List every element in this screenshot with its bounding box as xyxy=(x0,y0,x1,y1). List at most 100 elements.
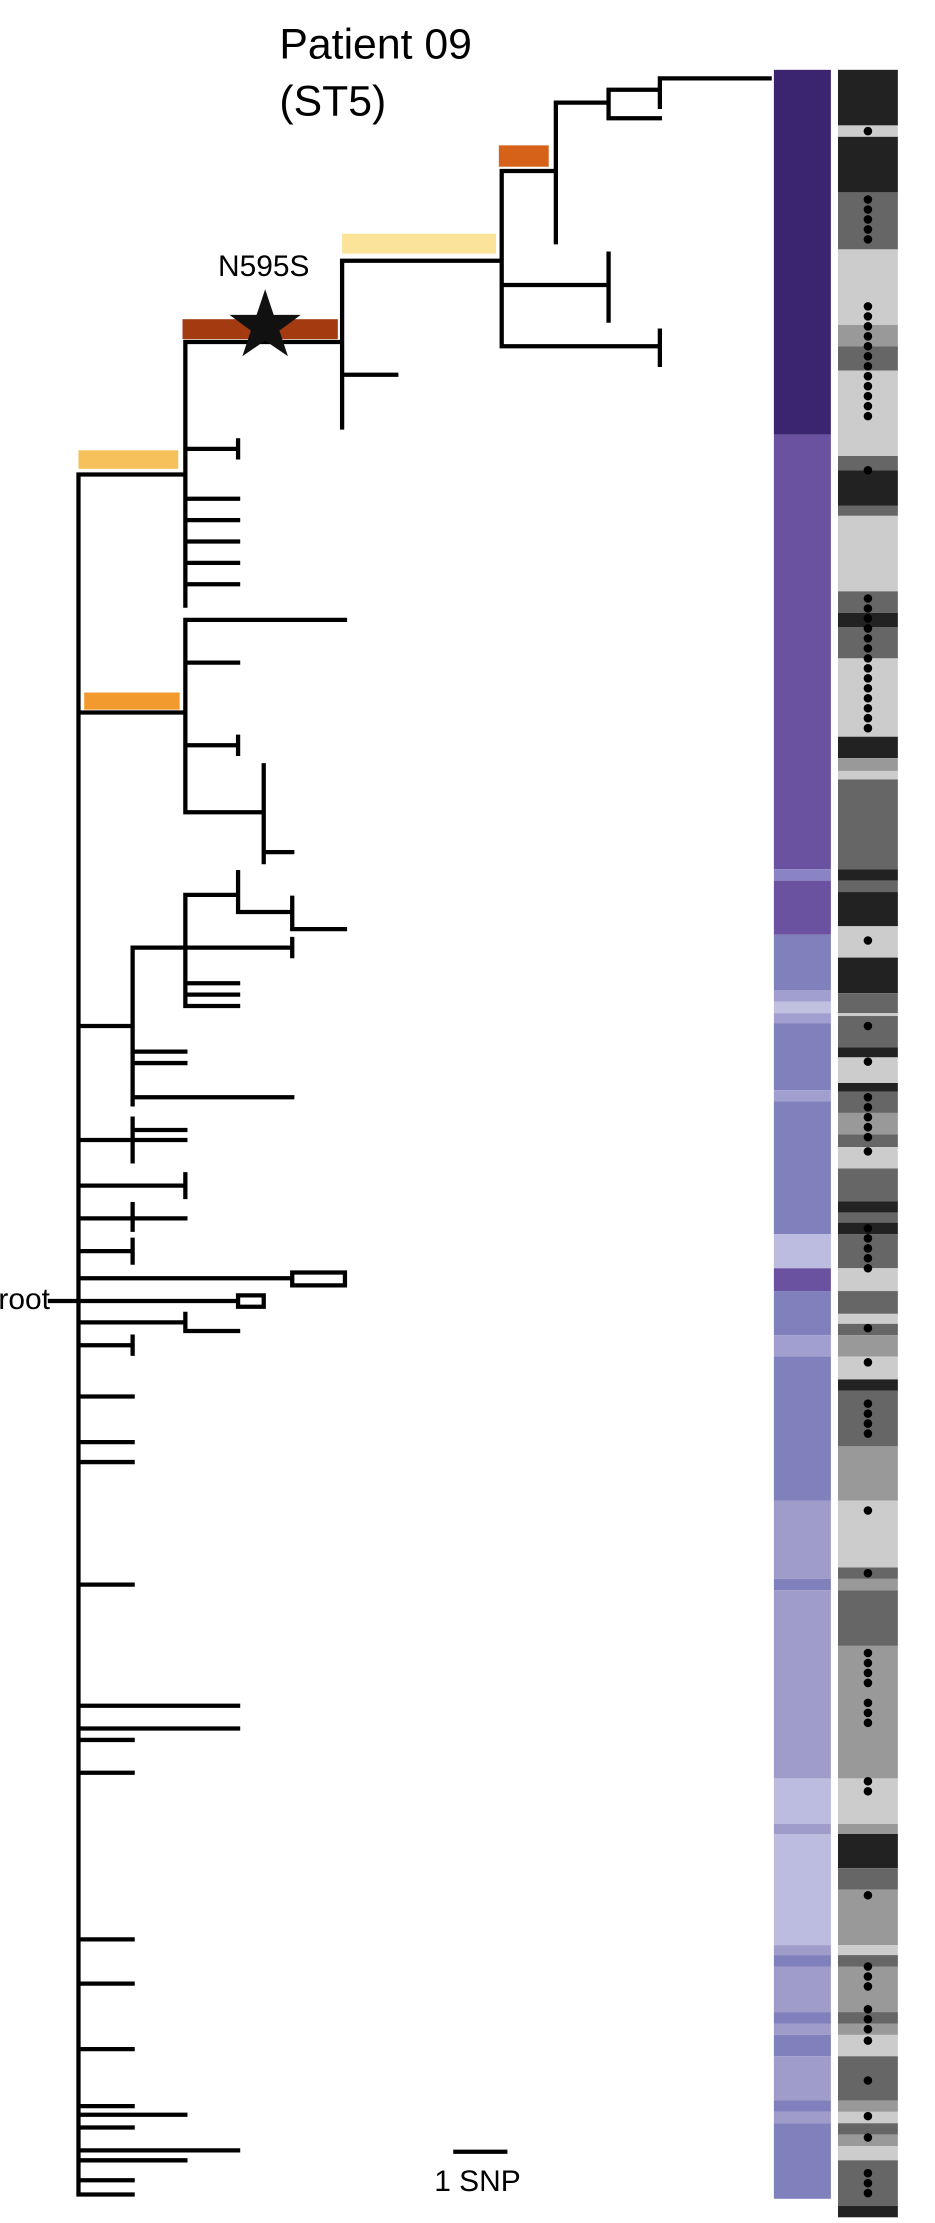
strip-block xyxy=(773,1101,831,1235)
strip-block xyxy=(838,1778,898,1824)
strip-block xyxy=(773,69,831,435)
dot xyxy=(863,1506,873,1515)
dot xyxy=(863,1982,873,1991)
dot xyxy=(863,594,873,603)
strip-block xyxy=(838,1945,898,1956)
strip-block xyxy=(838,1047,898,1058)
root-label: root xyxy=(0,1283,51,1316)
strip-block xyxy=(838,957,898,994)
dot xyxy=(863,312,873,321)
dot xyxy=(863,332,873,341)
strip-block xyxy=(773,2034,831,2057)
dot xyxy=(863,1224,873,1233)
dot xyxy=(863,1648,873,1658)
dot xyxy=(863,1678,873,1688)
dot xyxy=(863,713,873,723)
dot xyxy=(863,1263,873,1273)
dot xyxy=(863,1776,873,1786)
strip-block xyxy=(838,470,898,506)
mutation-bar xyxy=(84,692,180,710)
strip-block xyxy=(838,892,898,927)
strip-block xyxy=(838,1824,898,1834)
dot xyxy=(863,1786,873,1796)
strip-block xyxy=(838,770,898,780)
strip-block xyxy=(838,1147,898,1169)
strip-block xyxy=(773,1001,831,1014)
dot xyxy=(863,361,873,371)
dot xyxy=(863,2004,873,2014)
dot xyxy=(863,1972,873,1981)
dot xyxy=(863,465,873,475)
dot xyxy=(863,342,873,351)
strip-block xyxy=(773,1291,831,1336)
dot xyxy=(863,2133,873,2142)
dot xyxy=(863,1132,873,1142)
strip-block xyxy=(838,1083,898,1092)
strip-block xyxy=(838,1578,898,1591)
strip-block xyxy=(773,1335,831,1357)
dot xyxy=(863,1323,873,1333)
mutation-bar xyxy=(498,145,549,167)
dot xyxy=(863,1429,873,1438)
dot xyxy=(863,1708,873,1718)
strip-block xyxy=(838,993,898,1014)
strip-block xyxy=(838,2205,898,2218)
strip-block xyxy=(773,1590,831,1779)
strip-block xyxy=(773,2012,831,2024)
dot xyxy=(863,322,873,331)
strip-block xyxy=(773,2111,831,2124)
dot xyxy=(863,624,873,633)
dot xyxy=(863,225,873,234)
strip-block xyxy=(838,1212,898,1223)
dot xyxy=(863,1718,873,1728)
strip-block xyxy=(773,1013,831,1024)
strip-block xyxy=(838,1955,898,1967)
strip-block xyxy=(838,736,898,759)
dot xyxy=(863,936,873,945)
strip-block xyxy=(773,1268,831,1292)
dot xyxy=(863,1568,873,1578)
dot xyxy=(863,401,873,411)
dot xyxy=(863,2168,873,2178)
title: Patient 09 xyxy=(279,20,472,68)
strip-block xyxy=(838,1833,898,1869)
dot xyxy=(863,723,873,733)
dot xyxy=(863,1021,873,1031)
strip-block xyxy=(838,758,898,771)
strip-block xyxy=(838,2034,898,2057)
strip-block xyxy=(773,880,831,935)
dot xyxy=(863,215,873,224)
dot xyxy=(863,1409,873,1418)
strip-block xyxy=(773,934,831,991)
strip-block xyxy=(773,1966,831,2013)
strip-block xyxy=(773,1090,831,1102)
strip-block xyxy=(773,2056,831,2101)
strip-block xyxy=(773,1356,831,1501)
scale-label: 1 SNP xyxy=(434,2165,520,2198)
dot xyxy=(863,1147,873,1156)
dot xyxy=(863,391,873,401)
strip-block xyxy=(838,1201,898,1213)
strip-block xyxy=(773,1778,831,1824)
strip-block xyxy=(838,2100,898,2112)
strip-block xyxy=(838,515,898,592)
strip-block xyxy=(773,1945,831,1956)
dot xyxy=(863,1399,873,1408)
dot xyxy=(863,634,873,643)
dot xyxy=(863,1112,873,1122)
dot xyxy=(863,2036,873,2045)
dot xyxy=(863,1419,873,1428)
strip-block xyxy=(838,1268,898,1292)
tree-branches xyxy=(47,76,772,2197)
dot xyxy=(863,1658,873,1668)
strip-block xyxy=(838,2146,898,2161)
strip-block xyxy=(838,1168,898,1202)
strip-block xyxy=(838,869,898,881)
strip-block xyxy=(838,456,898,471)
dot xyxy=(863,1122,873,1132)
dot xyxy=(863,693,873,703)
dot xyxy=(863,2188,873,2198)
strip-block xyxy=(838,779,898,870)
